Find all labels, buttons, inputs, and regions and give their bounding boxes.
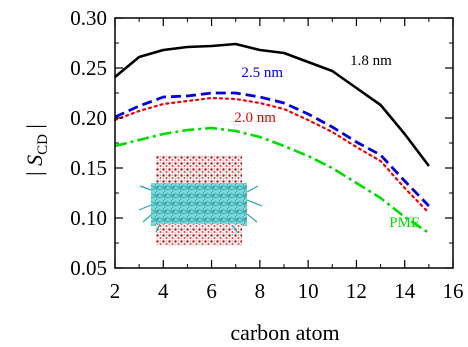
x-tick-label: 10 [298, 279, 319, 303]
x-axis-title: carbon atom [230, 320, 339, 345]
series-line-0 [114, 42, 430, 167]
y-tick-label: 0.15 [70, 156, 107, 180]
svg-text:| SCD |: | SCD | [22, 124, 51, 176]
y-axis-title-bar-right: | [22, 124, 47, 134]
series-label-2: 2.0 nm [234, 110, 276, 126]
series-line-2 [113, 96, 430, 215]
x-tick-label: 14 [394, 279, 416, 303]
x-tick-label: 4 [158, 279, 169, 303]
x-tick-label: 6 [206, 279, 217, 303]
series-label-1: 2.5 nm [241, 65, 283, 81]
series-label-0: 1.8 nm [350, 53, 392, 69]
y-tick-label: 0.30 [70, 6, 107, 30]
series-line-3 [114, 126, 430, 235]
x-tick-label: 12 [346, 279, 367, 303]
y-axis-title: | SCD | [22, 124, 51, 176]
y-tick-label: 0.25 [70, 56, 107, 80]
x-tick-label: 8 [255, 279, 266, 303]
y-tick-label: 0.10 [70, 206, 107, 230]
series-label-3: PME [389, 215, 420, 231]
series-line-1 [114, 91, 430, 207]
x-tick-label: 16 [443, 279, 464, 303]
series-layer: 1.8 nm 2.5 nm 2.0 nm PME [113, 42, 430, 235]
tick-layer: 2 4 6 8 10 12 14 16 0.05 0.10 0.15 0.20 0.25 0.30 [70, 6, 463, 303]
x-tick-label: 2 [110, 279, 121, 303]
y-tick-label: 0.20 [70, 106, 107, 130]
y-axis-title-sub: CD [35, 134, 51, 155]
y-axis-title-main: S [22, 155, 47, 166]
y-axis-title-bar-left: | [22, 166, 47, 176]
y-tick-label: 0.05 [70, 256, 107, 280]
membrane-snapshot-image [138, 155, 263, 246]
